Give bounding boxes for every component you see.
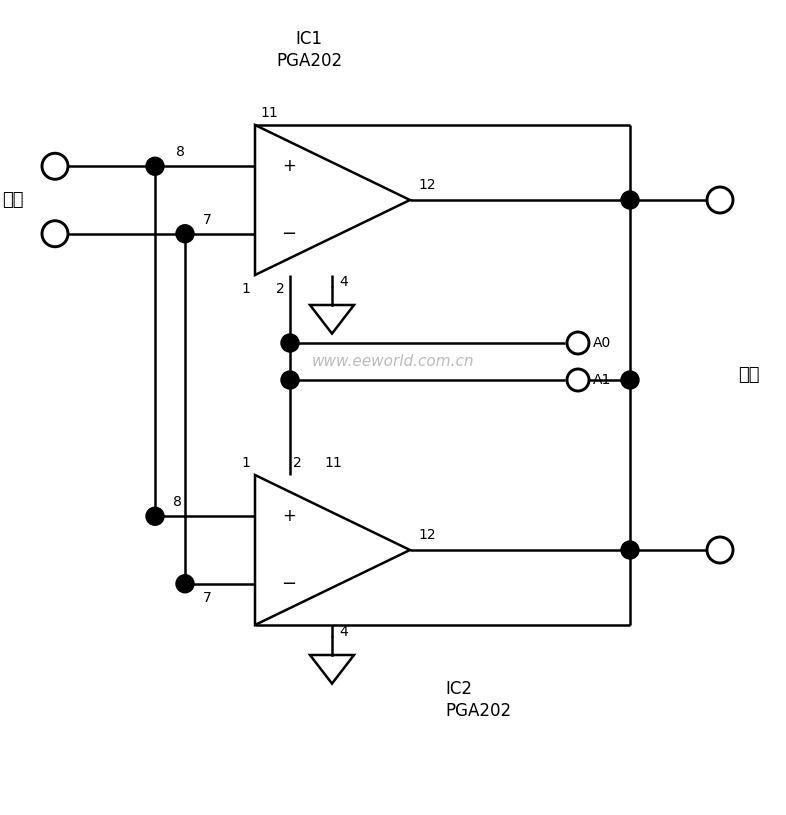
Text: 8: 8 [175,145,185,159]
Text: 1: 1 [241,282,250,296]
Circle shape [281,371,299,389]
Text: 4: 4 [339,275,347,289]
Text: +: + [282,157,296,175]
Text: 11: 11 [260,106,277,120]
Text: 12: 12 [418,528,435,542]
Text: −: − [281,575,296,593]
Circle shape [146,157,164,175]
Text: −: − [281,225,296,243]
Text: 1: 1 [241,456,250,470]
Text: 8: 8 [173,496,182,509]
Text: 7: 7 [203,213,211,227]
Circle shape [176,575,194,593]
Text: IC1
PGA202: IC1 PGA202 [276,30,343,70]
Circle shape [281,334,299,352]
Text: 12: 12 [418,178,435,192]
Circle shape [621,541,639,559]
Text: A1: A1 [593,373,612,387]
Circle shape [621,191,639,209]
Text: 4: 4 [339,625,347,639]
Text: 7: 7 [203,591,211,605]
Text: 输出: 输出 [738,366,759,384]
Text: 2: 2 [293,456,302,470]
Circle shape [146,507,164,525]
Text: 输入: 输入 [2,191,24,209]
Text: 11: 11 [325,456,343,470]
Text: +: + [282,507,296,525]
Text: 2: 2 [276,282,285,296]
Circle shape [176,225,194,243]
Circle shape [621,371,639,389]
Text: A0: A0 [593,336,612,350]
Text: IC2
PGA202: IC2 PGA202 [445,680,511,720]
Text: www.eeworld.com.cn: www.eeworld.com.cn [312,355,474,369]
